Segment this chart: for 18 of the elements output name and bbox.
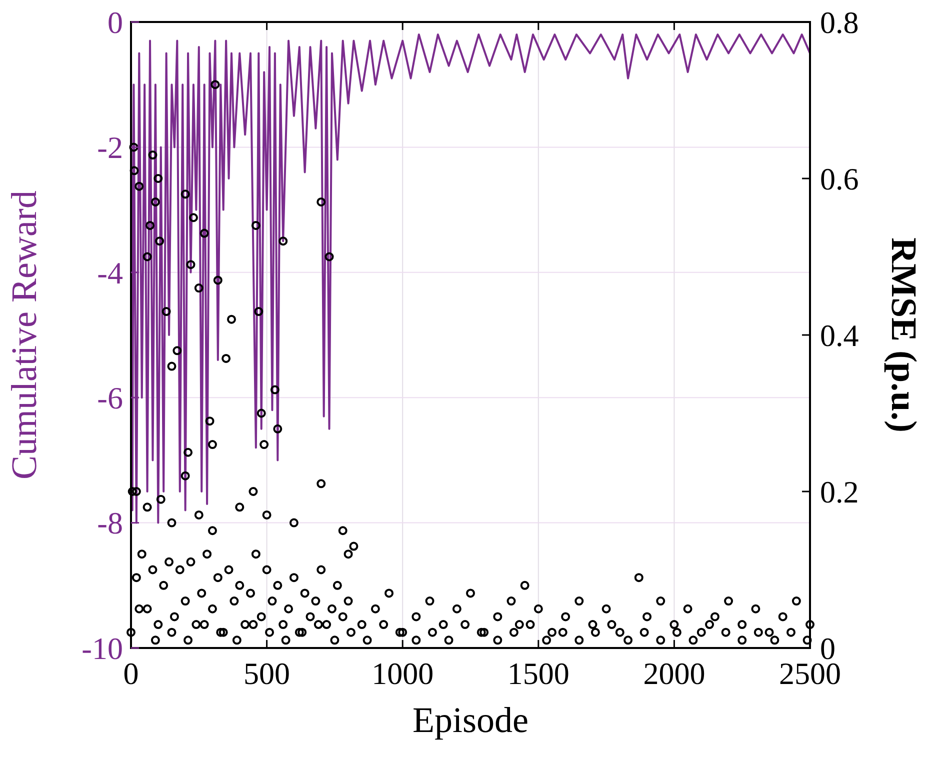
y2-axis-title: RMSE (p.u.) xyxy=(884,237,924,433)
x-tick-label: 2000 xyxy=(643,656,706,691)
y-tick-label: -10 xyxy=(82,630,123,666)
y2-tick-label: 0.2 xyxy=(820,474,859,510)
y-tick-label: -6 xyxy=(97,380,123,416)
y-tick-label: -8 xyxy=(97,506,123,541)
y2-tick-label: 0.6 xyxy=(820,161,859,196)
y-tick-label: 0 xyxy=(108,4,123,40)
x-tick-label: 500 xyxy=(244,656,290,691)
y-tick-label: -2 xyxy=(97,130,123,166)
y-tick-label: -4 xyxy=(97,255,124,290)
line-series xyxy=(130,34,811,524)
y2-tick-label: 0.4 xyxy=(820,318,860,353)
x-tick-label: 1000 xyxy=(372,656,434,691)
y2-tick-label: 0.8 xyxy=(820,4,859,40)
y-axis-title: Cumulative Reward xyxy=(4,190,44,480)
x-axis-title: Episode xyxy=(412,700,528,740)
x-tick-label: 1500 xyxy=(507,656,570,691)
